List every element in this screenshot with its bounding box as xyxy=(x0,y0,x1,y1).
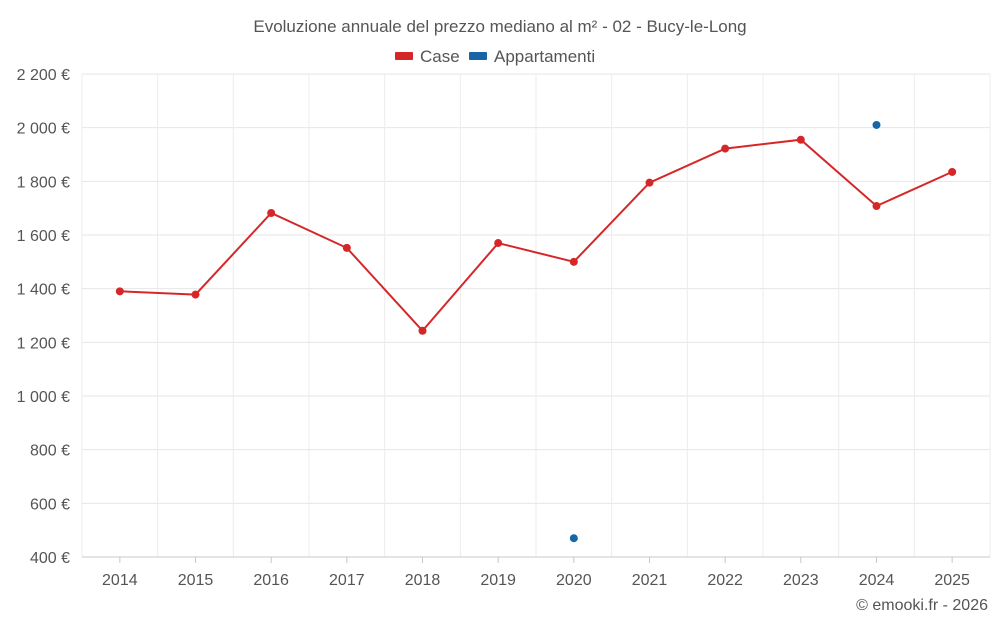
credit-text: © emooki.fr - 2026 xyxy=(856,597,988,614)
x-tick-label: 2014 xyxy=(102,572,138,589)
data-point-appartamenti-2024 xyxy=(872,120,881,129)
legend-swatch-appartamenti xyxy=(469,52,487,60)
x-tick-label: 2021 xyxy=(632,572,668,589)
y-tick-label: 1 600 € xyxy=(17,228,70,245)
chart-title: Evoluzione annuale del prezzo mediano al… xyxy=(253,17,746,36)
data-point-case-2014 xyxy=(115,287,124,296)
data-point-case-2016 xyxy=(267,208,276,217)
series-layer xyxy=(115,120,957,543)
x-tick-label: 2022 xyxy=(707,572,743,589)
y-tick-label: 2 000 € xyxy=(17,121,70,138)
y-tick-label: 1 200 € xyxy=(17,335,70,352)
y-tick-label: 1 400 € xyxy=(17,282,70,299)
x-tick-label: 2025 xyxy=(934,572,970,589)
legend-swatch-case xyxy=(395,52,413,60)
data-point-case-2025 xyxy=(948,167,957,176)
x-tick-label: 2016 xyxy=(253,572,289,589)
legend-label-case: Case xyxy=(420,47,460,66)
data-point-case-2022 xyxy=(721,144,730,153)
data-point-case-2017 xyxy=(342,243,351,252)
x-tick-label: 2023 xyxy=(783,572,819,589)
y-tick-label: 1 800 € xyxy=(17,174,70,191)
x-tick-label: 2017 xyxy=(329,572,365,589)
grid xyxy=(81,73,991,558)
x-tick-label: 2020 xyxy=(556,572,592,589)
y-tick-label: 400 € xyxy=(30,550,70,567)
x-tick-label: 2019 xyxy=(480,572,516,589)
x-tick-label: 2015 xyxy=(178,572,214,589)
series-line-case xyxy=(119,138,953,333)
y-tick-label: 2 200 € xyxy=(17,67,70,84)
data-point-case-2018 xyxy=(418,326,427,335)
legend: Case Appartamenti xyxy=(395,47,595,66)
data-point-case-2019 xyxy=(494,239,503,248)
y-tick-label: 1 000 € xyxy=(17,389,70,406)
x-tick-label: 2018 xyxy=(405,572,441,589)
data-point-case-2021 xyxy=(645,178,654,187)
data-point-case-2024 xyxy=(872,202,881,211)
data-point-appartamenti-2020 xyxy=(569,534,578,543)
data-point-case-2023 xyxy=(796,135,805,144)
x-tick-label: 2024 xyxy=(859,572,895,589)
data-point-case-2015 xyxy=(191,290,200,299)
data-point-case-2020 xyxy=(569,257,578,266)
x-axis: 2014 2015 2016 2017 2018 2019 2020 2021 2022 2023… xyxy=(82,556,990,589)
legend-label-appartamenti: Appartamenti xyxy=(494,47,595,66)
y-tick-label: 600 € xyxy=(30,496,70,513)
y-axis: 400 € 600 € 800 € 1 000 € 1 200 € 1 400 € 1 60… xyxy=(17,67,70,567)
y-tick-label: 800 € xyxy=(30,443,70,460)
